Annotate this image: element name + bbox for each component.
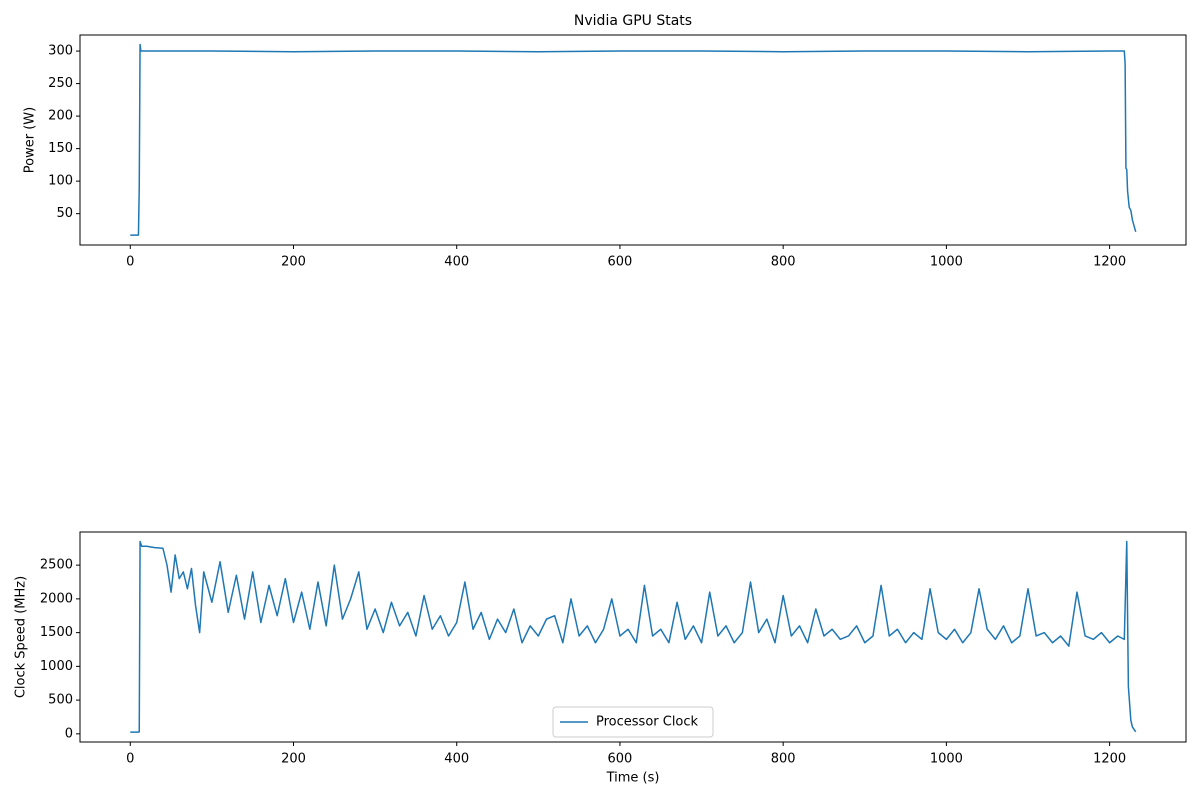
- x-tick-label: 800: [771, 255, 796, 270]
- x-tick-label: 200: [281, 752, 306, 767]
- y-tick-label: 0: [65, 726, 73, 741]
- x-tick-label: 1000: [930, 752, 963, 767]
- y-tick-label: 100: [48, 174, 73, 189]
- y-tick-label: 50: [56, 206, 73, 221]
- y-axis-label: Power (W): [23, 107, 38, 173]
- y-tick-label: 300: [48, 44, 73, 59]
- axes: 0 200 400 600 800 1000 1200 0 500 1000 1500 2000 250…: [14, 531, 1187, 786]
- x-axis-label: Time (s): [606, 771, 660, 786]
- x-tick-label: 200: [281, 255, 306, 270]
- axes: Nvidia GPU Stats 0 200 400 600 800 1000 1200 50 1…: [23, 13, 1187, 270]
- plot-frame: [79, 531, 1187, 743]
- data-line: [130, 43, 1137, 236]
- y-tick-label: 1500: [40, 625, 73, 640]
- x-tick-label: 1200: [1093, 752, 1126, 767]
- plot-frame: [79, 34, 1187, 246]
- y-axis-label: Clock Speed (MHz): [14, 576, 29, 698]
- x-tick-label: 600: [608, 255, 633, 270]
- x-tick-label: 400: [444, 255, 469, 270]
- x-tick-label: 600: [608, 752, 633, 767]
- y-tick-label: 250: [48, 76, 73, 91]
- x-tick-label: 1000: [930, 255, 963, 270]
- x-tick-label: 0: [126, 752, 134, 767]
- chart-title: Nvidia GPU Stats: [574, 13, 692, 29]
- y-tick-label: 200: [48, 109, 73, 124]
- y-tick-label: 500: [48, 693, 73, 708]
- y-tick-label: 2000: [40, 591, 73, 606]
- y-tick-label: 1000: [40, 659, 73, 674]
- legend-box: [552, 706, 714, 738]
- y-tick-label: 150: [48, 141, 73, 156]
- legend-label: Processor Clock: [596, 715, 699, 730]
- x-tick-label: 1200: [1093, 255, 1126, 270]
- y-tick-label: 2500: [40, 558, 73, 573]
- data-line: [130, 540, 1137, 733]
- legend: Processor Clock: [552, 706, 714, 738]
- x-tick-label: 800: [771, 752, 796, 767]
- x-tick-label: 0: [126, 255, 134, 270]
- x-tick-label: 400: [444, 752, 469, 767]
